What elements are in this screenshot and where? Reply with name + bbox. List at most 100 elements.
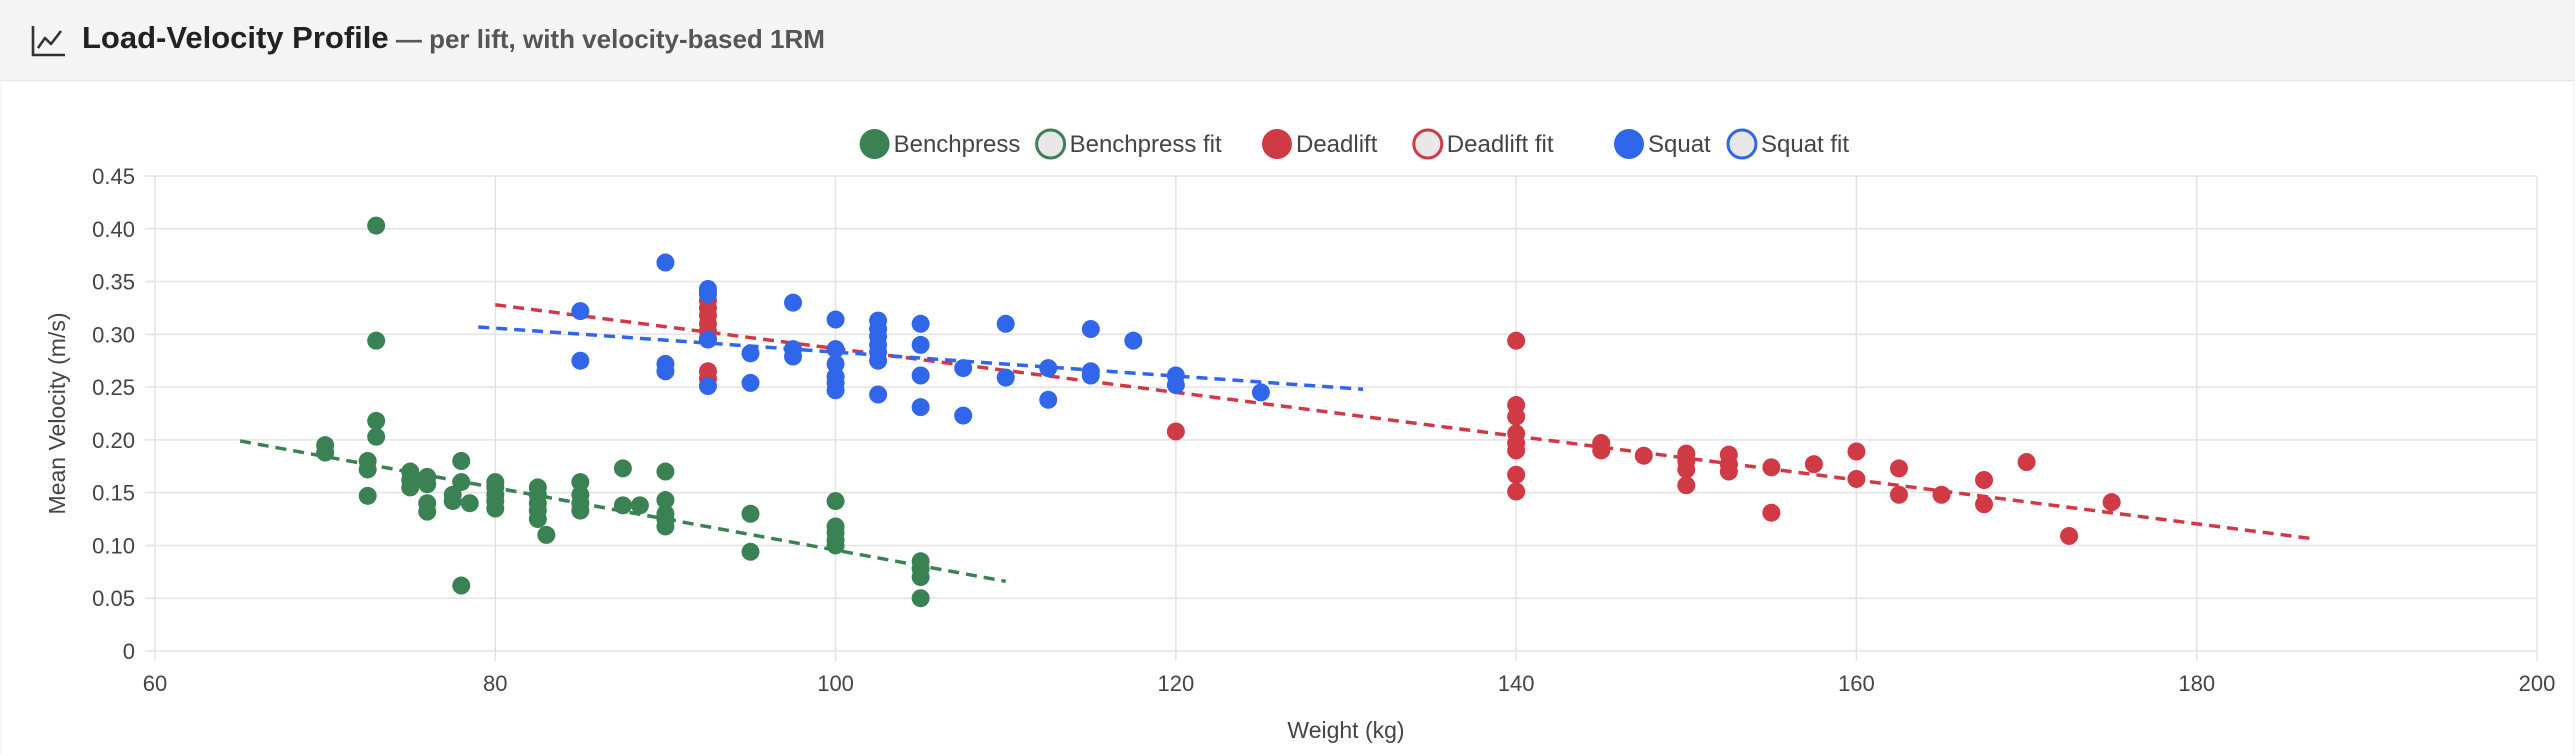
data-point[interactable]: [2060, 526, 2079, 545]
data-point[interactable]: [367, 331, 386, 350]
data-point[interactable]: [656, 462, 675, 481]
data-point[interactable]: [1634, 446, 1653, 465]
data-point[interactable]: [452, 473, 471, 492]
data-point[interactable]: [571, 473, 590, 492]
data-point[interactable]: [571, 302, 590, 321]
data-point[interactable]: [1889, 459, 1908, 478]
data-point[interactable]: [869, 351, 888, 370]
data-point[interactable]: [996, 314, 1015, 333]
data-point[interactable]: [1166, 376, 1185, 394]
data-point[interactable]: [613, 459, 632, 478]
data-point[interactable]: [954, 359, 973, 378]
data-point[interactable]: [741, 373, 760, 392]
data-point[interactable]: [954, 406, 973, 425]
data-point[interactable]: [1507, 331, 1526, 350]
data-point[interactable]: [656, 253, 675, 272]
data-point[interactable]: [1124, 331, 1143, 350]
data-point[interactable]: [1507, 482, 1526, 501]
data-point[interactable]: [571, 351, 590, 370]
data-point[interactable]: [826, 492, 845, 511]
data-point[interactable]: [460, 494, 479, 513]
data-point[interactable]: [911, 366, 930, 385]
data-point[interactable]: [1507, 441, 1526, 460]
data-point[interactable]: [1762, 503, 1781, 522]
legend-item[interactable]: Squat: [1614, 129, 1711, 159]
data-point[interactable]: [2017, 453, 2036, 472]
data-point[interactable]: [741, 504, 760, 523]
data-point[interactable]: [698, 377, 717, 396]
data-point[interactable]: [1975, 471, 1994, 489]
data-point[interactable]: [1932, 485, 1951, 504]
data-point[interactable]: [1847, 469, 1866, 488]
data-point[interactable]: [741, 542, 760, 561]
legend-item[interactable]: Benchpress fit: [1035, 128, 1222, 160]
data-point[interactable]: [656, 362, 675, 381]
data-point[interactable]: [401, 478, 420, 497]
data-point[interactable]: [1677, 476, 1696, 495]
data-point[interactable]: [911, 589, 930, 608]
data-point[interactable]: [826, 310, 845, 329]
data-point[interactable]: [613, 496, 632, 515]
data-point[interactable]: [1975, 495, 1994, 514]
data-point[interactable]: [784, 293, 803, 312]
data-point[interactable]: [1081, 320, 1100, 339]
data-point[interactable]: [1507, 407, 1526, 426]
y-tick-label: 0.35: [92, 270, 135, 295]
data-point[interactable]: [1166, 422, 1185, 441]
data-point[interactable]: [1889, 485, 1908, 504]
data-point[interactable]: [869, 385, 888, 404]
data-point[interactable]: [452, 576, 471, 595]
data-point[interactable]: [1762, 458, 1781, 477]
data-point[interactable]: [367, 216, 386, 235]
data-point[interactable]: [826, 381, 845, 400]
data-point[interactable]: [537, 525, 556, 544]
data-point[interactable]: [1039, 359, 1058, 378]
data-point[interactable]: [630, 496, 649, 515]
legend-item[interactable]: Deadlift: [1262, 129, 1378, 159]
data-point[interactable]: [2102, 493, 2121, 512]
panel-header: Load-Velocity Profile — per lift, with v…: [0, 0, 2575, 81]
data-point[interactable]: [358, 486, 377, 505]
data-point[interactable]: [656, 517, 675, 536]
data-point[interactable]: [911, 314, 930, 333]
data-point[interactable]: [358, 460, 377, 479]
data-point[interactable]: [1507, 465, 1526, 484]
data-point[interactable]: [486, 499, 505, 518]
data-point[interactable]: [826, 536, 845, 555]
data-point[interactable]: [1719, 462, 1738, 481]
data-point[interactable]: [698, 330, 717, 349]
data-point[interactable]: [316, 443, 335, 462]
data-point[interactable]: [826, 340, 845, 359]
data-point[interactable]: [1592, 441, 1611, 460]
data-point[interactable]: [1251, 383, 1270, 402]
data-point[interactable]: [367, 411, 386, 430]
data-point[interactable]: [1804, 455, 1823, 474]
data-point[interactable]: [528, 510, 547, 529]
legend-item[interactable]: Deadlift fit: [1412, 128, 1554, 160]
data-point[interactable]: [911, 398, 930, 417]
data-point[interactable]: [443, 492, 462, 511]
legend-label: Benchpress fit: [1070, 131, 1222, 158]
data-point[interactable]: [996, 368, 1015, 387]
data-point[interactable]: [911, 335, 930, 354]
data-point[interactable]: [741, 344, 760, 363]
data-point[interactable]: [826, 354, 845, 373]
data-point[interactable]: [1677, 460, 1696, 479]
data-point[interactable]: [784, 347, 803, 366]
data-point[interactable]: [656, 491, 675, 510]
data-point[interactable]: [1847, 442, 1866, 461]
data-point[interactable]: [698, 285, 717, 304]
data-point[interactable]: [418, 475, 437, 494]
legend-label: Benchpress: [894, 131, 1021, 158]
data-point[interactable]: [1081, 366, 1100, 385]
legend-item[interactable]: Squat fit: [1726, 128, 1849, 160]
data-point[interactable]: [911, 568, 930, 587]
data-point[interactable]: [452, 452, 471, 470]
data-point[interactable]: [367, 427, 386, 446]
data-point[interactable]: [418, 502, 437, 521]
legend-item[interactable]: Benchpress: [859, 129, 1021, 159]
legend-marker: [859, 129, 890, 159]
chart-card: 0 0.05 0.10 0.15 0.20 0.25 0.30 0.35 0.40 0.45 60 8…: [2, 82, 2573, 755]
data-point[interactable]: [1039, 390, 1058, 409]
data-point[interactable]: [571, 501, 590, 520]
